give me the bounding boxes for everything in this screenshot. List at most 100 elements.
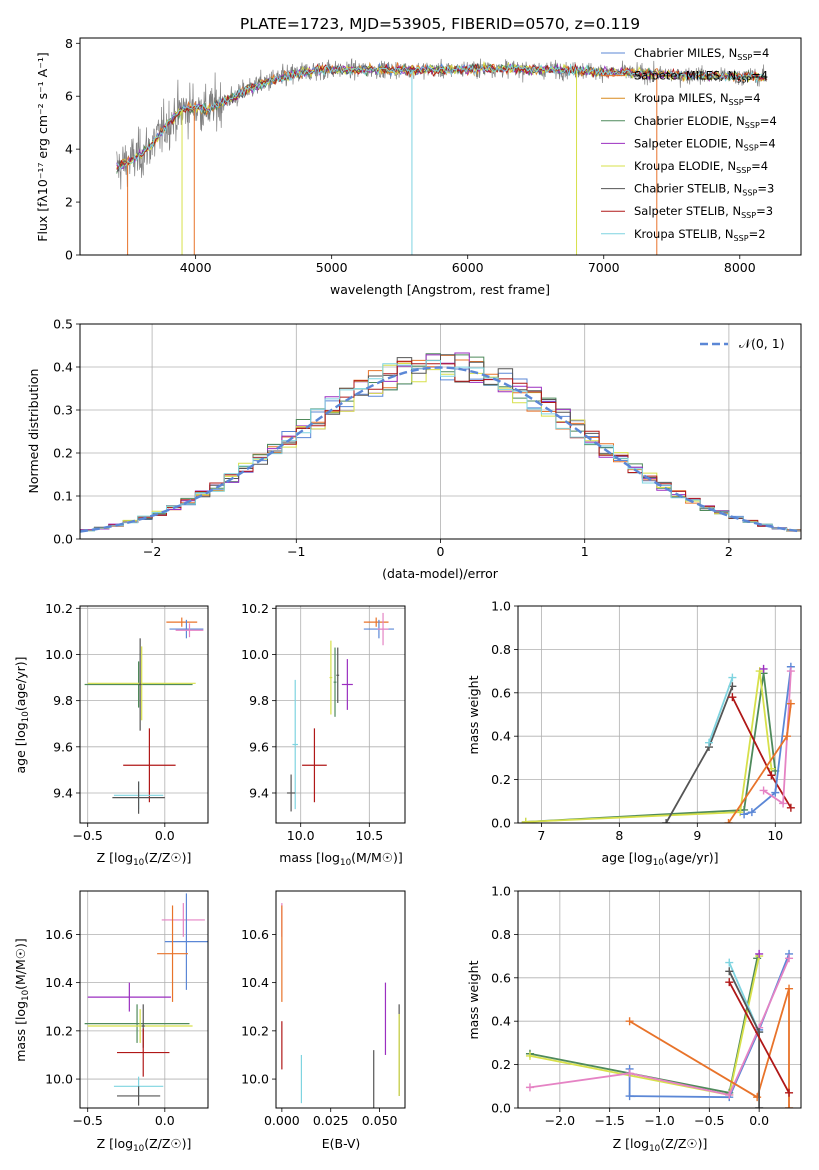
y-tick-label: 0 <box>65 248 73 263</box>
x-axis-label: Z [log10(Z/Z☉)] <box>613 1136 708 1154</box>
x-tick-label: −0.5 <box>73 828 103 843</box>
x-axis-label: (data-model)/error <box>382 566 499 581</box>
x-tick-label: 6000 <box>452 260 484 275</box>
weight-marker <box>785 984 794 993</box>
x-axis-label: wavelength [Angstrom, rest frame] <box>330 282 550 297</box>
y-tick-label: 10.2 <box>241 601 269 616</box>
x-axis-label: mass [log10(M/M☉)] <box>279 850 403 868</box>
x-tick-label: 10.5 <box>355 828 383 843</box>
y-tick-label: 10.4 <box>241 975 269 990</box>
y-tick-label: 6 <box>65 89 73 104</box>
weight-marker <box>786 803 795 812</box>
weight-marker <box>728 693 737 702</box>
x-tick-label: 0.050 <box>362 1113 398 1128</box>
weight-marker <box>724 819 733 823</box>
x-tick-label: 4000 <box>180 260 212 275</box>
axes-mass-vs-ebv: 0.000 0.025 0.050 10.0 10.2 10.4 10.6 E(B-V) <box>241 890 406 1151</box>
weight-marker <box>525 1051 534 1060</box>
axes-age-vs-Z: −0.5 0.0 9.4 9.6 9.8 10.0 10.2 Z [log10(Z/Z☉)] a… <box>13 601 209 868</box>
y-tick-label: 0.3 <box>53 403 73 418</box>
model-line <box>116 63 767 171</box>
weight-marker <box>625 1017 634 1026</box>
weight-line <box>728 981 790 1094</box>
weight-marker <box>779 799 788 808</box>
weight-lines <box>525 949 794 1108</box>
y-axis-label: age [log10(age/yr)] <box>13 656 31 773</box>
legend-label: 𝒩(0, 1) <box>739 336 785 351</box>
legend-label: Kroupa ELODIE, NSSP=4 <box>634 159 768 175</box>
spectrum-lines <box>116 57 768 255</box>
weight-marker <box>759 664 768 673</box>
weight-line <box>525 670 773 823</box>
y-tick-label: 9.6 <box>249 739 269 754</box>
y-tick-label: 0.0 <box>491 1101 511 1116</box>
gaussian-curve <box>80 366 801 533</box>
weight-line <box>525 673 777 823</box>
axes-frame <box>79 37 802 256</box>
y-tick-label: 10.6 <box>241 927 269 942</box>
weight-marker <box>759 786 768 795</box>
y-tick-label: 0.4 <box>53 360 73 375</box>
y-tick-label: 0.0 <box>53 532 73 547</box>
y-axis-label: mass [log10(M/M☉)] <box>13 938 31 1062</box>
weight-marker <box>740 810 749 819</box>
legend: Chabrier MILES, NSSP=4 Salpeter MILES, NS… <box>601 46 777 243</box>
axes-spectrum: 4000 5000 6000 7000 8000 0 2 4 6 8 Chabrier MILES,… <box>35 36 802 297</box>
x-axis-label: E(B-V) <box>322 1136 361 1151</box>
axes-residuals: −2 −1 0 1 2 0.0 0.1 0.2 0.3 0.4 0.5 𝒩(0, 1) (data-mo… <box>26 317 802 581</box>
y-tick-label: 0.4 <box>491 1014 511 1029</box>
weight-marker <box>705 738 714 747</box>
weight-marker <box>725 958 734 967</box>
y-tick-label: 10.0 <box>45 1072 73 1087</box>
legend-label: Salpeter MILES, NSSP=4 <box>634 69 768 85</box>
weight-marker <box>782 732 791 741</box>
y-tick-label: 0.2 <box>491 1057 511 1072</box>
y-axis-label: mass weight <box>466 675 481 754</box>
model-line <box>116 62 767 170</box>
weight-line <box>743 666 792 816</box>
y-tick-label: 0.1 <box>53 489 73 504</box>
weight-line <box>529 955 760 1097</box>
x-tick-label: 10 <box>767 828 783 843</box>
y-tick-label: 0.2 <box>491 772 511 787</box>
x-tick-label: −1 <box>287 544 305 559</box>
weight-marker <box>625 1092 634 1101</box>
weight-line <box>731 696 792 809</box>
weight-line <box>529 958 759 1094</box>
y-axis-label: mass weight <box>466 960 481 1039</box>
y-tick-label: 0.4 <box>491 729 511 744</box>
errorbar-points <box>84 893 208 1106</box>
axes-age-vs-mass: 10.0 10.5 9.4 9.6 9.8 10.0 10.2 mass [log10(M/M… <box>241 601 406 868</box>
y-tick-label: 9.6 <box>53 739 73 754</box>
legend-label: Kroupa STELIB, NSSP=2 <box>634 227 766 243</box>
weight-line <box>629 988 790 1108</box>
weight-marker <box>725 1090 734 1099</box>
weight-marker <box>625 1069 634 1078</box>
weight-marker <box>755 1104 764 1108</box>
x-tick-label: 0.0 <box>155 1113 175 1128</box>
axes-weight-vs-Z: −2.0 −1.5 −1.0 −0.5 0.0 0.0 0.2 0.4 0.6 0.8 1.0 Z [… <box>466 884 802 1154</box>
x-tick-label: 0 <box>437 544 445 559</box>
x-tick-label: 2 <box>725 544 733 559</box>
histograms <box>80 352 801 534</box>
weight-marker <box>786 699 795 708</box>
axes-frame <box>79 890 209 1109</box>
legend-label: Chabrier MILES, NSSP=4 <box>634 46 769 62</box>
x-tick-label: 7000 <box>588 260 620 275</box>
x-tick-label: 8000 <box>724 260 756 275</box>
axes-frame <box>79 605 209 824</box>
weight-marker <box>786 667 795 676</box>
y-tick-label: 0.8 <box>491 927 511 942</box>
y-tick-label: 10.0 <box>241 647 269 662</box>
y-tick-label: 10.2 <box>45 601 73 616</box>
x-tick-label: 0.0 <box>155 828 175 843</box>
axes-mass-vs-Z: −0.5 0.0 10.0 10.2 10.4 10.6 Z [log10(Z/Z☉)] ma… <box>13 890 209 1154</box>
x-tick-label: −0.5 <box>694 1113 724 1128</box>
weight-marker <box>725 978 734 987</box>
y-tick-label: 9.8 <box>53 693 73 708</box>
legend-label: Salpeter ELODIE, NSSP=4 <box>634 136 776 152</box>
y-tick-label: 0.2 <box>53 446 73 461</box>
y-tick-label: 10.0 <box>241 1072 269 1087</box>
weight-lines <box>521 662 795 823</box>
